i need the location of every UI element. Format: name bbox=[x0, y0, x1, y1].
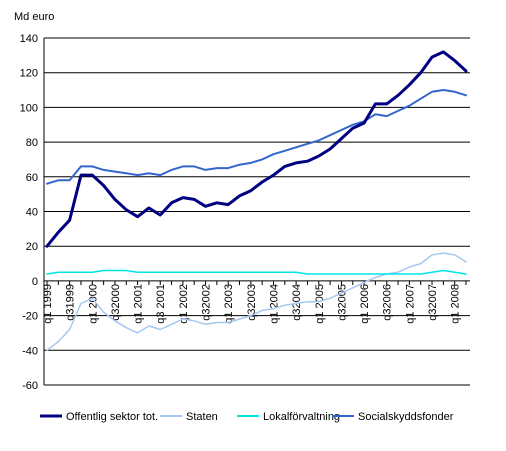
x-tick-label: q32004 bbox=[291, 284, 303, 321]
y-tick-label: 100 bbox=[20, 102, 38, 114]
x-tick-label: q32003 bbox=[246, 284, 258, 321]
legend-label: Staten bbox=[186, 411, 218, 423]
y-unit-label: Md euro bbox=[14, 11, 54, 23]
y-tick-label: 40 bbox=[26, 207, 38, 219]
x-tick-label: q32006 bbox=[382, 284, 394, 321]
x-tick-label: q1 2000 bbox=[87, 284, 99, 324]
x-tick-marks bbox=[46, 281, 467, 285]
x-tick-label: q1 2005 bbox=[314, 284, 326, 324]
y-tick-label: 120 bbox=[20, 68, 38, 80]
x-tick-label: q1 1999 bbox=[42, 284, 54, 324]
y-tick-label: 60 bbox=[26, 172, 38, 184]
legend: Offentlig sektor tot. Staten Lokalförvaltn… bbox=[40, 411, 454, 423]
series-lines bbox=[45, 50, 468, 352]
x-tick-label: q1 2003 bbox=[223, 284, 235, 324]
legend-label: Offentlig sektor tot. bbox=[66, 411, 158, 423]
series-line-socialskyddsfonder bbox=[46, 89, 467, 185]
legend-label: Lokalförvaltning bbox=[263, 411, 340, 423]
y-tick-label: -60 bbox=[22, 380, 38, 392]
y-tick-label: 80 bbox=[26, 137, 38, 149]
y-axis-ticks: -60 -40 -20 0 20 40 60 80 100 120 140 bbox=[20, 33, 38, 392]
x-tick-label: q3 2001 bbox=[155, 284, 167, 324]
x-tick-label: q32005 bbox=[336, 284, 348, 321]
series-line-staten bbox=[46, 252, 467, 352]
series-line-offentlig-sektor-tot bbox=[45, 50, 468, 248]
x-tick-label: q1 2004 bbox=[268, 284, 280, 324]
y-tick-label: 140 bbox=[20, 33, 38, 45]
x-tick-label: q1 2008 bbox=[450, 284, 462, 324]
gridlines bbox=[43, 37, 470, 386]
x-tick-label: q1 2006 bbox=[359, 284, 371, 324]
legend-label: Socialskyddsfonder bbox=[358, 411, 454, 423]
x-tick-label: q32007 bbox=[427, 284, 439, 321]
y-tick-label: -40 bbox=[22, 345, 38, 357]
x-tick-label: q1 2002 bbox=[178, 284, 190, 324]
x-tick-label: q32002 bbox=[201, 284, 213, 321]
x-tick-label: q1 2001 bbox=[133, 284, 145, 324]
series-line-lokalf-rvaltning bbox=[46, 269, 467, 275]
x-tick-label: q1 2007 bbox=[404, 284, 416, 324]
x-axis-ticks: q1 1999 q31999 q1 2000 q32000 q1 2001 q3 2001… bbox=[42, 281, 467, 324]
y-tick-label: 0 bbox=[32, 276, 38, 288]
y-tick-label: -20 bbox=[22, 311, 38, 323]
x-tick-label: q31999 bbox=[65, 284, 77, 321]
x-tick-label: q32000 bbox=[110, 284, 122, 321]
y-tick-label: 20 bbox=[26, 241, 38, 253]
